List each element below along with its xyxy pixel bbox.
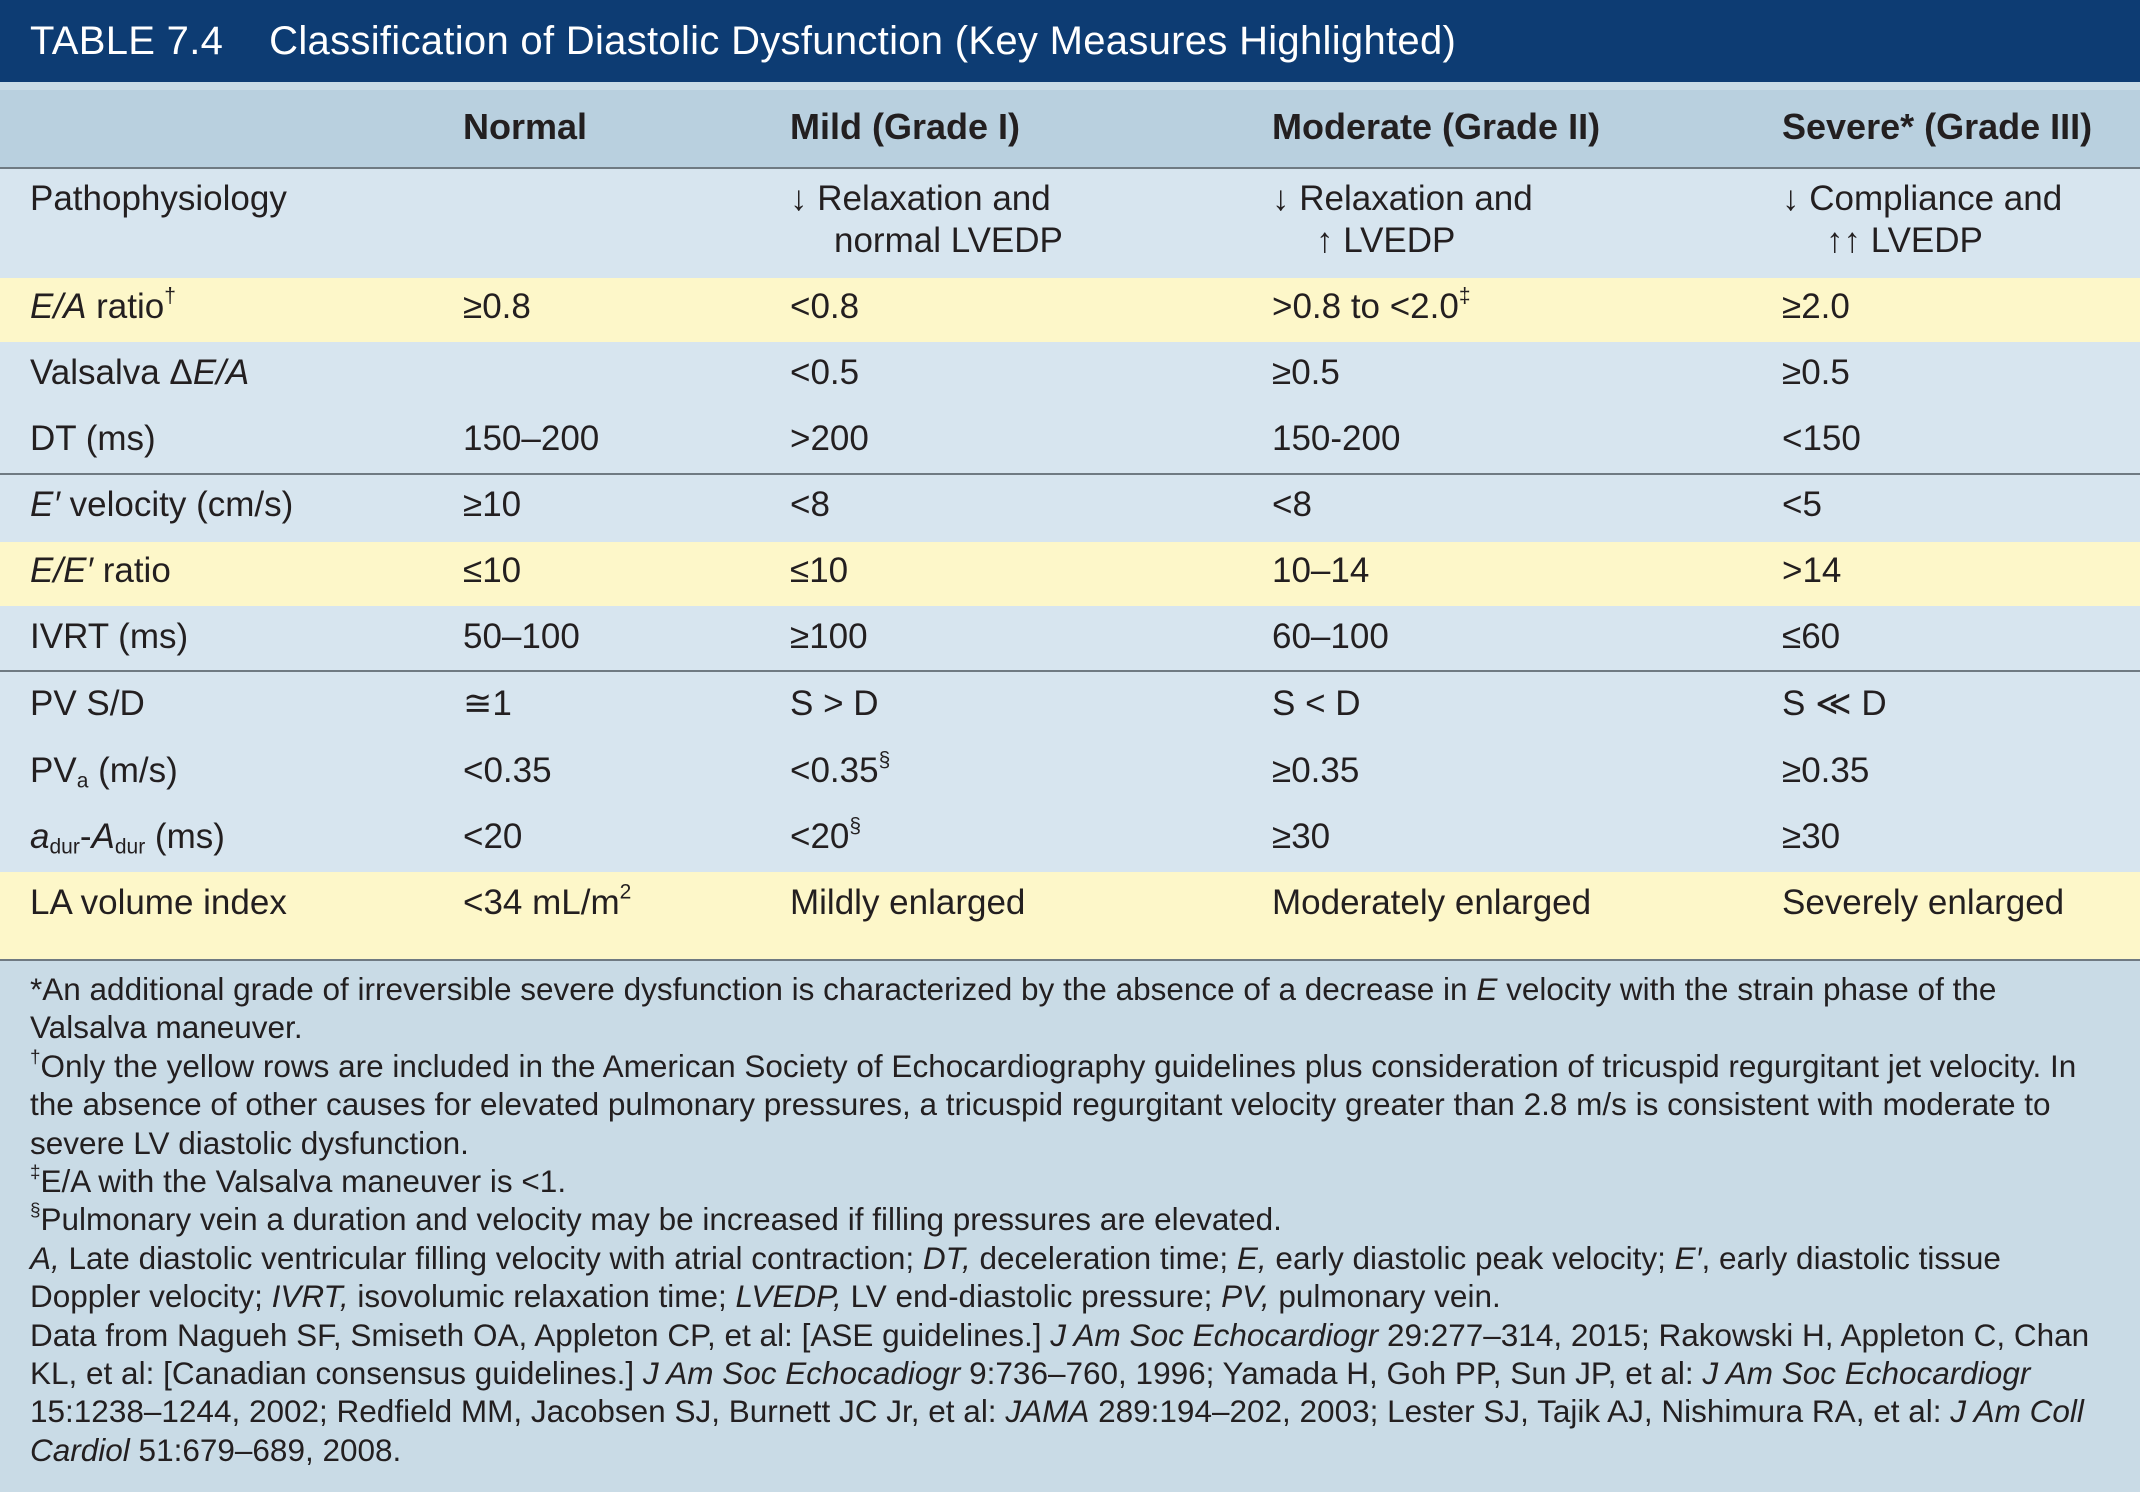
cell-ea-normal: ≥0.8	[463, 287, 531, 326]
cell-ee-moderate: 10–14	[1272, 551, 1370, 590]
cell-pvsd-normal: ≅1	[463, 684, 512, 723]
cell-eprime-mild: <8	[790, 485, 830, 524]
cell-ee-severe: >14	[1782, 551, 1842, 590]
row-label-valsalva: Valsalva ΔE/A	[30, 353, 250, 392]
row-label-e-prime-velocity: E′ velocity (cm/s)	[30, 485, 294, 524]
row-label-pathophysiology: Pathophysiology	[30, 179, 287, 218]
cell-pvsd-severe: S ≪ D	[1782, 684, 1887, 723]
cell-valsalva-severe: ≥0.5	[1782, 353, 1850, 392]
cell-pvsd-moderate: S < D	[1272, 684, 1361, 723]
footnote-dagger: †Only the yellow rows are included in th…	[30, 1046, 2077, 1161]
cell-eprime-normal: ≥10	[463, 485, 522, 524]
cell-ivrt-moderate: 60–100	[1272, 617, 1389, 656]
table-title: Classification of Diastolic Dysfunction …	[269, 18, 1457, 63]
table-number: TABLE 7.4	[30, 18, 224, 63]
cell-pathophysiology-moderate: ↓ Relaxation and ↑ LVEDP	[1272, 179, 1533, 260]
cell-ea-severe: ≥2.0	[1782, 287, 1850, 326]
cell-pva-mild: <0.35§	[790, 748, 891, 790]
cell-pva-normal: <0.35	[463, 751, 552, 790]
cell-ivrt-normal: 50–100	[463, 617, 580, 656]
row-label-pv-sd: PV S/D	[30, 684, 145, 723]
rule-after-dt	[0, 473, 2140, 475]
column-header-mild: Mild (Grade I)	[790, 106, 1021, 147]
footnotes: *An additional grade of irreversible sev…	[30, 970, 2115, 1469]
cell-ivrt-severe: ≤60	[1782, 617, 1841, 656]
cell-pathophysiology-severe: ↓ Compliance and ↑↑ LVEDP	[1782, 179, 2063, 260]
cell-pva-moderate: ≥0.35	[1272, 751, 1360, 790]
cell-la-normal: <34 mL/m2	[463, 880, 632, 922]
row-label-pva: PVa (m/s)	[30, 751, 178, 793]
cell-dt-normal: 150–200	[463, 419, 600, 458]
cell-ee-normal: ≤10	[463, 551, 522, 590]
cell-la-mild: Mildly enlarged	[790, 883, 1026, 922]
cell-valsalva-moderate: ≥0.5	[1272, 353, 1340, 392]
rule-after-ivrt	[0, 670, 2140, 672]
header-row-bg	[0, 90, 2140, 168]
cell-eprime-severe: <5	[1782, 485, 1822, 524]
rule-table-bottom	[0, 959, 2140, 961]
row-label-ea-ratio: E/A ratio†	[30, 284, 176, 326]
footnote-double-dagger: ‡E/A with the Valsalva maneuver is <1.	[30, 1161, 567, 1200]
cell-adur-moderate: ≥30	[1272, 817, 1331, 856]
row-label-dt: DT (ms)	[30, 419, 156, 458]
footnote-star: *An additional grade of irreversible sev…	[30, 971, 1997, 1046]
rule-header-bottom	[0, 167, 2140, 169]
cell-ee-mild: ≤10	[790, 551, 849, 590]
cell-pva-severe: ≥0.35	[1782, 751, 1870, 790]
table-title-bar: TABLE 7.4 Classification of Diastolic Dy…	[0, 0, 2140, 82]
highlight-row-ea	[0, 278, 2140, 342]
footnote-source: Data from Nagueh SF, Smiseth OA, Appleto…	[30, 1316, 2090, 1468]
cell-pvsd-mild: S > D	[790, 684, 879, 723]
cell-dt-severe: <150	[1782, 419, 1861, 458]
cell-dt-moderate: 150-200	[1272, 419, 1401, 458]
row-label-la-volume-index: LA volume index	[30, 883, 287, 922]
footnote-abbreviations: A, Late diastolic ventricular filling ve…	[30, 1239, 2001, 1315]
cell-adur-mild: <20§	[790, 814, 862, 856]
cell-adur-severe: ≥30	[1782, 817, 1841, 856]
cell-la-moderate: Moderately enlarged	[1272, 883, 1592, 922]
column-header-normal: Normal	[463, 106, 588, 147]
highlight-row-ee	[0, 542, 2140, 606]
cell-ea-mild: <0.8	[790, 287, 860, 326]
column-header-severe: Severe* (Grade III)	[1782, 106, 2093, 147]
row-label-ivrt: IVRT (ms)	[30, 617, 189, 656]
cell-ea-moderate: >0.8 to <2.0‡	[1272, 284, 1471, 326]
cell-eprime-moderate: <8	[1272, 485, 1312, 524]
cell-valsalva-mild: <0.5	[790, 353, 860, 392]
cell-adur-normal: <20	[463, 817, 523, 856]
row-label-adur-adur: adur-Adur (ms)	[30, 817, 225, 859]
highlight-row-la	[0, 872, 2140, 960]
cell-dt-mild: >200	[790, 419, 869, 458]
cell-la-severe: Severely enlarged	[1782, 883, 2065, 922]
column-header-moderate: Moderate (Grade II)	[1272, 106, 1601, 147]
cell-pathophysiology-mild: ↓ Relaxation and normal LVEDP	[790, 179, 1063, 260]
footnote-section: §Pulmonary vein a duration and velocity …	[30, 1200, 1282, 1238]
cell-ivrt-mild: ≥100	[790, 617, 868, 656]
row-label-ee-prime-ratio: E/E′ ratio	[30, 551, 171, 590]
